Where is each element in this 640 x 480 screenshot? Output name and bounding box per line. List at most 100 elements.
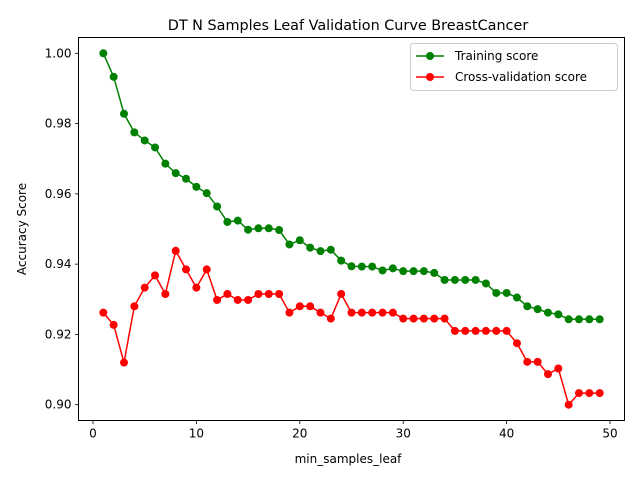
series-1-point <box>533 357 542 366</box>
axes-frame <box>78 37 625 421</box>
series-1-point <box>151 271 160 280</box>
series-0-point <box>450 275 459 284</box>
series-1-point <box>285 308 294 317</box>
series-0-point <box>564 315 573 324</box>
series-1-point <box>182 265 191 274</box>
series-1-point <box>213 295 222 304</box>
series-1-point <box>575 389 583 398</box>
series-1-point <box>388 308 397 317</box>
series-0-point <box>492 288 501 297</box>
series-0-point <box>440 275 449 284</box>
series-0-point <box>202 189 211 198</box>
series-0-point <box>99 49 108 58</box>
series-0-point <box>512 293 521 302</box>
series-1-point <box>130 302 139 311</box>
y-tick-label: 0.90 <box>45 398 72 412</box>
series-1-point <box>120 358 128 367</box>
series-0-point <box>337 256 346 265</box>
series-1-point <box>430 314 439 323</box>
series-0-point <box>430 268 439 277</box>
series-1-point <box>275 290 284 299</box>
series-0-point <box>109 72 118 81</box>
series-1-point <box>502 326 511 335</box>
series-1-point <box>440 314 449 323</box>
series-1-point <box>357 308 366 317</box>
series-1-point <box>316 308 325 317</box>
series-1-point <box>326 314 335 323</box>
series-1-point <box>595 389 604 398</box>
series-1-point <box>461 326 470 335</box>
series-1-point <box>223 290 232 299</box>
series-0-point <box>254 224 263 233</box>
series-1-point <box>244 295 253 304</box>
series-1-point <box>161 290 170 299</box>
series-1-point <box>202 265 211 274</box>
series-1-point <box>192 283 201 292</box>
chart-title: DT N Samples Leaf Validation Curve Breas… <box>168 18 529 34</box>
y-axis-ticks: 0.90 0.92 0.94 0.96 0.98 1.00 <box>45 46 79 412</box>
series-1-point <box>233 295 242 304</box>
x-tick-label: 0 <box>89 427 97 441</box>
y-tick-label: 0.94 <box>45 257 72 271</box>
series-0-point <box>161 159 170 168</box>
legend-label-0: Training score <box>454 49 538 63</box>
series-0-point <box>285 240 294 249</box>
series-1-point <box>306 302 315 311</box>
series-1-point <box>171 246 180 255</box>
series-0-point <box>316 247 325 256</box>
series-0-point <box>378 266 387 275</box>
series-0-point <box>399 267 408 276</box>
series-1-point <box>492 326 501 335</box>
x-axis-ticks: 0 10 20 30 40 50 <box>89 420 618 441</box>
series-1-point <box>409 314 418 323</box>
series-0-point <box>306 243 315 252</box>
series-0-point <box>575 315 583 324</box>
legend-label-1: Cross-validation score <box>455 70 587 84</box>
series-1-point <box>347 308 356 317</box>
series-1-point <box>337 290 346 299</box>
y-tick-label: 0.98 <box>45 117 72 131</box>
series-1-point <box>450 326 459 335</box>
x-tick-label: 40 <box>499 427 514 441</box>
legend-marker-1 <box>426 73 434 81</box>
series-1-point <box>378 308 387 317</box>
series-0-point <box>347 262 356 271</box>
series-1-point <box>254 290 263 299</box>
series-1-point <box>99 308 108 317</box>
series-0-point <box>523 302 532 311</box>
series-0-point <box>120 109 128 118</box>
series-0-point <box>461 275 470 284</box>
series-0-point <box>368 262 377 271</box>
y-tick-label: 1.00 <box>45 46 72 60</box>
series-1-point <box>481 326 490 335</box>
series-1-point <box>471 326 480 335</box>
series-0-point <box>419 267 428 276</box>
x-tick-label: 30 <box>396 427 411 441</box>
series-0-point <box>585 315 594 324</box>
series-1-point <box>554 364 563 373</box>
series-0-point <box>213 202 222 211</box>
series-0-point <box>275 226 284 235</box>
series-0-point <box>192 182 201 191</box>
legend: Training score Cross-validation score <box>410 43 618 91</box>
series-1-point <box>264 290 273 299</box>
series-0-point <box>130 128 139 137</box>
y-tick-label: 0.92 <box>45 327 72 341</box>
series-0-point <box>233 216 242 225</box>
series-1-point <box>140 283 149 292</box>
series-1-point <box>419 314 428 323</box>
y-axis-label: Accuracy Score <box>15 183 29 275</box>
x-tick-label: 20 <box>292 427 307 441</box>
series-0-point <box>151 143 160 152</box>
series-1-point <box>564 400 573 409</box>
series-1-point <box>512 339 521 348</box>
series-1-point <box>523 357 532 366</box>
series-0-point <box>326 245 335 254</box>
series-0-point <box>171 169 180 178</box>
legend-marker-0 <box>426 52 434 60</box>
series-0-point <box>471 275 480 284</box>
series-0-point <box>409 267 418 276</box>
series-0-point <box>140 136 149 145</box>
series-0-point <box>502 288 511 297</box>
